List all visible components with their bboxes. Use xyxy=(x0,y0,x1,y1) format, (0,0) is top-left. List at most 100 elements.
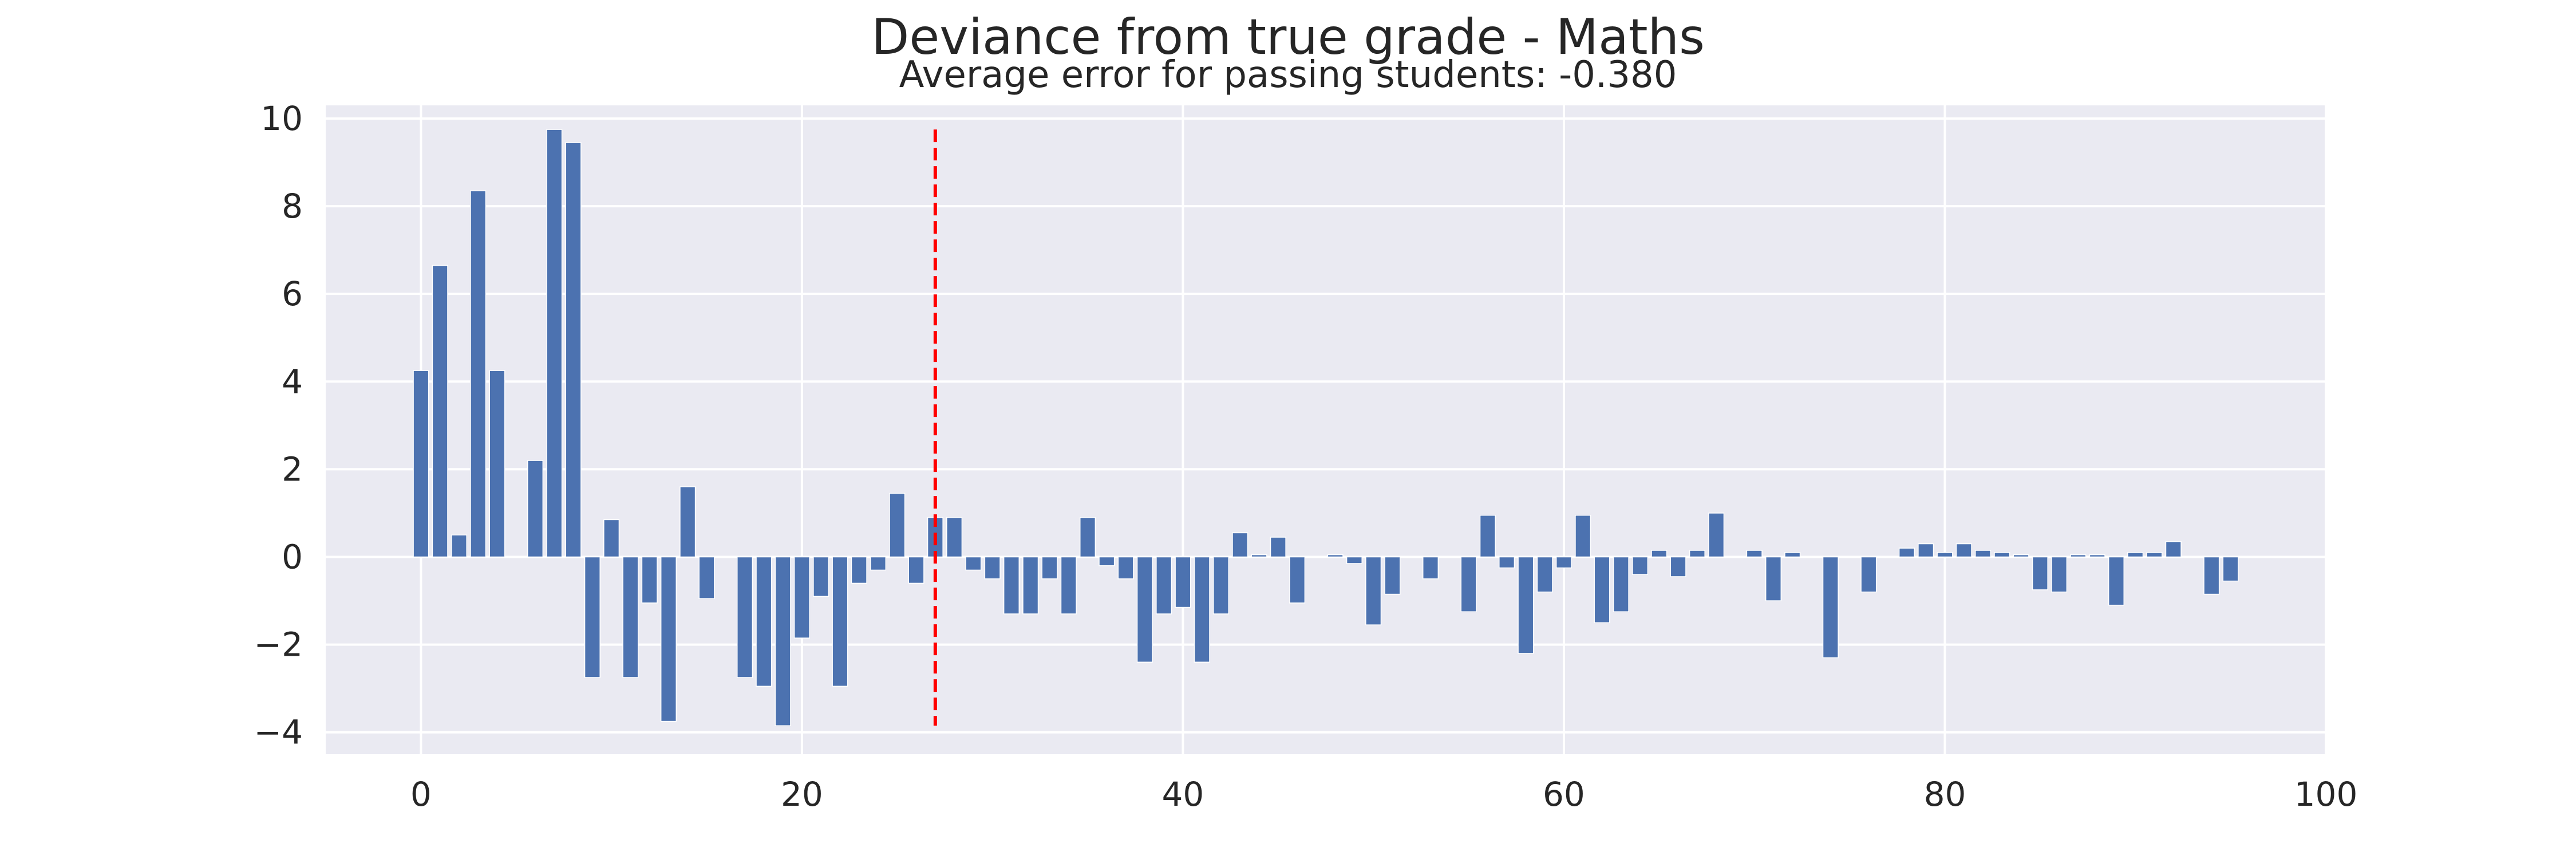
bar xyxy=(1060,556,1077,614)
bar xyxy=(2013,554,2029,558)
bar xyxy=(908,556,924,584)
y-tick-label: 4 xyxy=(282,362,303,401)
chart-title: Deviance from true grade - Maths xyxy=(871,9,1705,66)
bar xyxy=(1955,543,1972,558)
bar xyxy=(546,129,563,558)
y-axis-ticks: −4 −2 0 2 4 6 8 10 xyxy=(254,99,303,752)
bar xyxy=(2222,556,2239,582)
bar xyxy=(1194,556,1210,663)
bar xyxy=(1251,554,1267,558)
bar xyxy=(1346,556,1362,564)
chart-subtitle: Average error for passing students: -0.3… xyxy=(899,54,1677,96)
x-tick-label: 0 xyxy=(410,775,432,814)
bar xyxy=(660,556,677,722)
bar xyxy=(1365,556,1382,625)
bar xyxy=(2089,554,2105,558)
bar xyxy=(1384,556,1401,595)
bar xyxy=(1613,556,1629,612)
bar xyxy=(679,486,696,558)
bars xyxy=(413,129,2239,726)
bar xyxy=(2127,552,2144,558)
bar xyxy=(1022,556,1039,614)
bar xyxy=(1822,556,1839,659)
y-tick-label: 0 xyxy=(282,538,303,577)
bar xyxy=(1708,513,1725,558)
bar xyxy=(1079,517,1096,558)
bar xyxy=(698,556,715,599)
bar xyxy=(1003,556,1020,614)
y-tick-label: 6 xyxy=(282,274,303,313)
bar xyxy=(489,370,505,558)
y-tick-label: −2 xyxy=(254,625,303,664)
y-tick-label: 10 xyxy=(260,99,303,138)
bar xyxy=(2146,552,2163,558)
bar xyxy=(1746,550,1763,558)
bar xyxy=(1270,537,1286,558)
bar xyxy=(756,556,772,687)
bar xyxy=(984,556,1001,580)
bar xyxy=(1460,556,1477,612)
bar xyxy=(1575,515,1591,558)
bar xyxy=(432,265,448,558)
bar xyxy=(1117,556,1134,580)
x-tick-label: 60 xyxy=(1543,775,1585,814)
bar xyxy=(1784,552,1801,558)
bar xyxy=(2070,554,2087,558)
bar xyxy=(1670,556,1686,577)
bar xyxy=(1994,552,2010,558)
plot-area xyxy=(326,105,2326,754)
bar xyxy=(813,556,829,597)
bar xyxy=(584,556,600,678)
y-tick-label: 8 xyxy=(282,187,303,226)
bar xyxy=(2165,541,2182,558)
x-tick-label: 80 xyxy=(1924,775,1966,814)
bar xyxy=(413,370,429,558)
bar xyxy=(1689,550,1705,558)
bar xyxy=(737,556,753,678)
bar xyxy=(451,534,467,558)
bar xyxy=(641,556,658,604)
bar xyxy=(1156,556,1172,614)
bar xyxy=(1651,550,1668,558)
bar xyxy=(603,519,620,558)
bar xyxy=(965,556,982,571)
bar xyxy=(2051,556,2068,593)
bar xyxy=(1860,556,1877,593)
grid-lines xyxy=(326,105,2327,754)
bar xyxy=(1499,556,1515,569)
bar xyxy=(565,142,582,558)
bar xyxy=(2032,556,2048,590)
bar xyxy=(1041,556,1058,580)
bar xyxy=(1136,556,1153,663)
bar xyxy=(1518,556,1534,654)
bar xyxy=(851,556,867,584)
bar xyxy=(1479,515,1496,558)
bar xyxy=(527,460,544,558)
bar xyxy=(1898,547,1915,558)
bar xyxy=(622,556,639,678)
bar xyxy=(889,492,906,558)
y-tick-label: −4 xyxy=(254,713,303,752)
bar xyxy=(1289,556,1306,604)
bar xyxy=(1594,556,1610,624)
bar xyxy=(775,556,791,726)
bar xyxy=(1232,532,1249,558)
bar xyxy=(1212,556,1230,614)
bar xyxy=(1099,556,1115,566)
bar xyxy=(1765,556,1782,601)
bar xyxy=(1555,556,1573,569)
bar xyxy=(946,517,963,558)
bar xyxy=(870,556,887,571)
bar xyxy=(1937,552,1953,558)
x-tick-label: 40 xyxy=(1162,775,1204,814)
bar xyxy=(2203,556,2220,595)
bar xyxy=(793,556,810,639)
bar xyxy=(1422,556,1439,580)
bar xyxy=(470,190,487,558)
bar xyxy=(1974,550,1992,558)
bar xyxy=(1175,556,1191,608)
bar xyxy=(1536,556,1553,593)
bar xyxy=(1631,556,1649,575)
bar xyxy=(2108,556,2125,606)
